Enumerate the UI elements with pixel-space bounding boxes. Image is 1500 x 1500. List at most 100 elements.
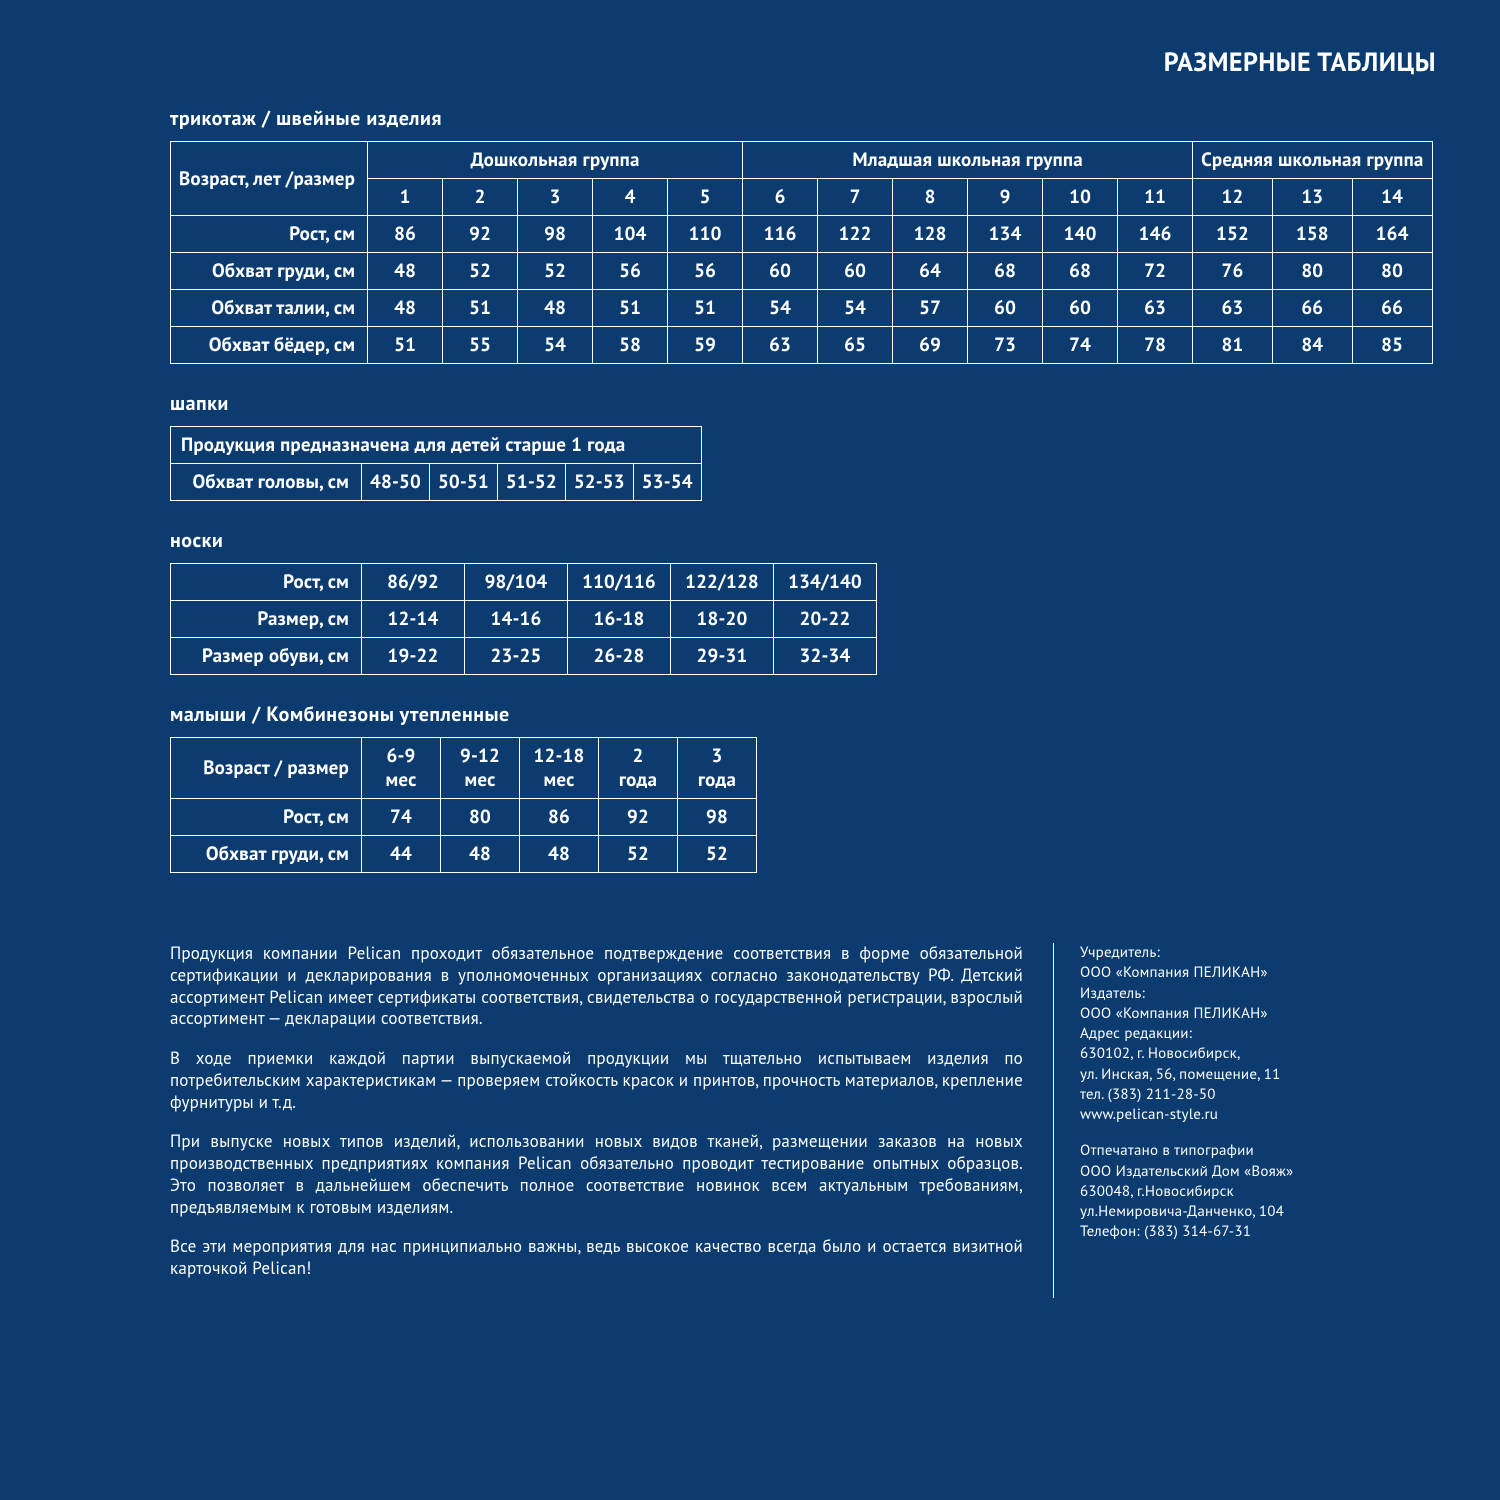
t1-cell: 140 — [1043, 216, 1118, 253]
t1-cell: 64 — [893, 253, 968, 290]
t3-rowlabel: Размер обуви, см — [171, 638, 362, 675]
t4-cell: 98 — [678, 799, 757, 836]
t1-cell: 54 — [518, 327, 593, 364]
t1-cell: 57 — [893, 290, 968, 327]
t1-cell: 55 — [443, 327, 518, 364]
t1-group-2: Средняя школьная группа — [1193, 142, 1432, 179]
t1-cell: 51 — [368, 327, 443, 364]
t3-cell: 29-31 — [671, 638, 774, 675]
section2-title: шапки — [170, 390, 1440, 416]
t1-size: 5 — [668, 179, 743, 216]
t1-group-1: Младшая школьная группа — [743, 142, 1193, 179]
t3-cell: 19-22 — [362, 638, 465, 675]
t3-cell: 14-16 — [465, 601, 568, 638]
t1-cell: 152 — [1193, 216, 1273, 253]
t1-cell: 54 — [818, 290, 893, 327]
footer-paragraph: Продукция компании Pelican проходит обяз… — [170, 943, 1023, 1030]
t1-cell: 69 — [893, 327, 968, 364]
t2-rowlabel: Обхват головы, см — [171, 464, 362, 501]
t1-cell: 84 — [1272, 327, 1352, 364]
t1-size: 14 — [1352, 179, 1432, 216]
t1-cell: 85 — [1352, 327, 1432, 364]
t1-size: 10 — [1043, 179, 1118, 216]
table-knitwear: Возраст, лет /размер Дошкольная группа М… — [170, 141, 1433, 364]
t4-cell: 74 — [362, 799, 441, 836]
t1-cell: 51 — [668, 290, 743, 327]
t2-note: Продукция предназначена для детей старше… — [171, 427, 702, 464]
imprint-tel: тел. (383) 211-28-50 — [1080, 1085, 1410, 1105]
t1-cell: 74 — [1043, 327, 1118, 364]
t3-cell: 18-20 — [671, 601, 774, 638]
footer-paragraph: В ходе приемки каждой партии выпускаемой… — [170, 1048, 1023, 1113]
t1-cell: 78 — [1118, 327, 1193, 364]
t1-cell: 80 — [1352, 253, 1432, 290]
t1-cell: 68 — [1043, 253, 1118, 290]
t4-cell: 52 — [678, 836, 757, 873]
t2-cell: 52-53 — [565, 464, 633, 501]
t1-size: 6 — [743, 179, 818, 216]
t3-cell: 122/128 — [671, 564, 774, 601]
imprint-founder: ООО «Компания ПЕЛИКАН» — [1080, 963, 1410, 983]
imprint-print-tel: Телефон: (383) 314-67-31 — [1080, 1222, 1410, 1242]
t1-size: 9 — [968, 179, 1043, 216]
t4-cell: 48 — [441, 836, 520, 873]
t1-cell: 66 — [1352, 290, 1432, 327]
t1-cell: 134 — [968, 216, 1043, 253]
t1-group-0: Дошкольная группа — [368, 142, 743, 179]
t1-cell: 80 — [1272, 253, 1352, 290]
t1-cell: 59 — [668, 327, 743, 364]
t3-cell: 134/140 — [774, 564, 877, 601]
t4-size: 9-12мес — [441, 738, 520, 799]
t1-cell: 72 — [1118, 253, 1193, 290]
t1-size: 7 — [818, 179, 893, 216]
table-socks: Рост, см86/9298/104110/116122/128134/140… — [170, 563, 877, 675]
t4-cell: 80 — [441, 799, 520, 836]
imprint-address2: ул. Инская, 56, помещение, 11 — [1080, 1065, 1410, 1085]
t1-cell: 98 — [518, 216, 593, 253]
footer-paragraph: При выпуске новых типов изделий, использ… — [170, 1131, 1023, 1218]
t3-cell: 20-22 — [774, 601, 877, 638]
t1-cell: 51 — [443, 290, 518, 327]
t1-cell: 63 — [1118, 290, 1193, 327]
t3-rowlabel: Рост, см — [171, 564, 362, 601]
t1-size: 2 — [443, 179, 518, 216]
t1-cell: 63 — [743, 327, 818, 364]
t3-rowlabel: Размер, см — [171, 601, 362, 638]
t1-cell: 122 — [818, 216, 893, 253]
imprint-address-label: Адрес редакции: — [1080, 1024, 1410, 1044]
t1-cell: 116 — [743, 216, 818, 253]
t1-cell: 81 — [1193, 327, 1273, 364]
t2-cell: 51-52 — [497, 464, 565, 501]
t3-cell: 23-25 — [465, 638, 568, 675]
t1-cell: 52 — [443, 253, 518, 290]
footer-paragraph: Все эти мероприятия для нас принципиальн… — [170, 1236, 1023, 1280]
t1-cell: 60 — [818, 253, 893, 290]
t4-cell: 52 — [599, 836, 678, 873]
imprint-print1: ООО Издательский Дом «Вояж» — [1080, 1162, 1410, 1182]
page-title: РАЗМЕРНЫЕ ТАБЛИЦЫ — [60, 46, 1436, 79]
t1-rowlabel: Обхват талии, см — [171, 290, 368, 327]
section4-title: малыши / Комбинезоны утепленные — [170, 701, 1440, 727]
t4-cell: 48 — [520, 836, 599, 873]
t1-cell: 76 — [1193, 253, 1273, 290]
t4-cell: 92 — [599, 799, 678, 836]
t4-cell: 86 — [520, 799, 599, 836]
t1-cell: 60 — [743, 253, 818, 290]
t2-cell: 48-50 — [362, 464, 430, 501]
t1-cell: 73 — [968, 327, 1043, 364]
t3-cell: 16-18 — [568, 601, 671, 638]
t2-cell: 50-51 — [429, 464, 497, 501]
t1-size: 1 — [368, 179, 443, 216]
t4-size: 2года — [599, 738, 678, 799]
imprint-print2: 630048, г.Новосибирск — [1080, 1182, 1410, 1202]
imprint-site: www.pelican-style.ru — [1080, 1105, 1410, 1125]
t1-cell: 51 — [593, 290, 668, 327]
t1-cell: 110 — [668, 216, 743, 253]
table-babies: Возраст / размер6-9мес9-12мес12-18мес2го… — [170, 737, 757, 873]
t4-size: 6-9мес — [362, 738, 441, 799]
t1-rowlabel: Обхват бёдер, см — [171, 327, 368, 364]
t1-cell: 60 — [968, 290, 1043, 327]
t1-cell: 146 — [1118, 216, 1193, 253]
t1-cell: 56 — [668, 253, 743, 290]
t1-rowlabel: Обхват груди, см — [171, 253, 368, 290]
